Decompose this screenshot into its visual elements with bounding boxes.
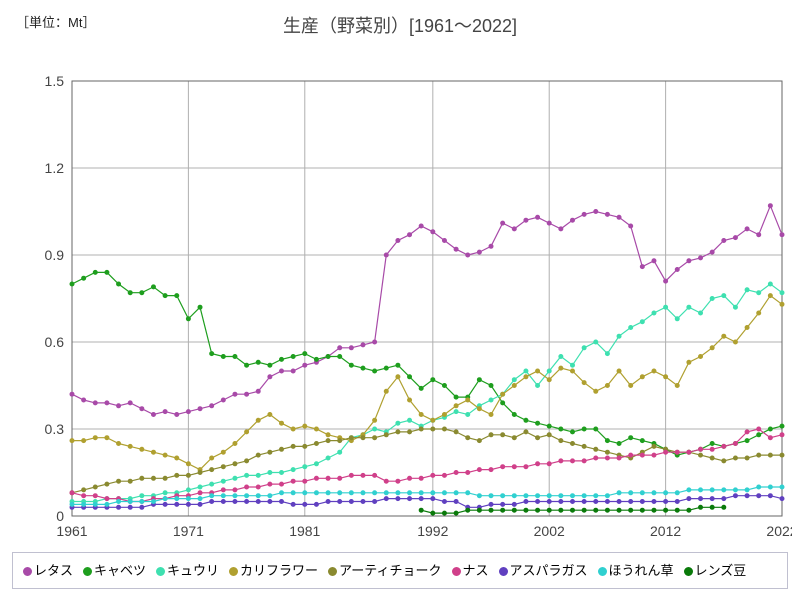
legend: レタス キャベツ キュウリ カリフラワー アーティチョーク ナス アスパラガス ほうれん草 レン… — [12, 552, 788, 589]
svg-text:2022: 2022 — [766, 523, 792, 539]
legend-item: カリフラワー — [229, 559, 318, 582]
legend-marker-icon — [684, 567, 693, 576]
legend-marker-icon — [23, 567, 32, 576]
legend-label: ナス — [463, 563, 489, 578]
legend-marker-icon — [229, 567, 238, 576]
legend-label: キュウリ — [167, 563, 219, 578]
legend-label: レタス — [34, 563, 73, 578]
legend-label: アーティチョーク — [339, 563, 441, 578]
svg-text:0.6: 0.6 — [45, 334, 65, 350]
svg-text:1.5: 1.5 — [45, 73, 65, 89]
svg-text:1971: 1971 — [173, 523, 204, 539]
legend-marker-icon — [328, 567, 337, 576]
svg-text:1.2: 1.2 — [45, 160, 65, 176]
legend-label: カリフラワー — [240, 563, 318, 578]
legend-item: ほうれん草 — [598, 559, 674, 582]
legend-item: キュウリ — [156, 559, 219, 582]
legend-marker-icon — [156, 567, 165, 576]
svg-text:0: 0 — [56, 508, 64, 524]
legend-item: レンズ豆 — [684, 559, 747, 582]
chart-container: ［単位：Mt］ 生産（野菜別）[1961～2022] 0 0.3 0.6 0.9 1.2… — [12, 12, 788, 589]
svg-text:2002: 2002 — [534, 523, 565, 539]
svg-text:0.3: 0.3 — [45, 421, 65, 437]
svg-text:1961: 1961 — [56, 523, 87, 539]
svg-text:2012: 2012 — [650, 523, 681, 539]
legend-label: キャベツ — [94, 563, 146, 578]
legend-item: レタス — [23, 559, 73, 582]
svg-text:1992: 1992 — [417, 523, 448, 539]
legend-label: レンズ豆 — [695, 563, 747, 578]
svg-text:0.9: 0.9 — [45, 247, 65, 263]
unit-label: ［単位：Mt］ — [16, 12, 95, 31]
legend-label: ほうれん草 — [609, 563, 674, 578]
line-chart: 0 0.3 0.6 0.9 1.2 1.5 1961 1971 1981 1992 2002 2012… — [12, 46, 792, 546]
legend-marker-icon — [83, 567, 92, 576]
legend-item: キャベツ — [83, 559, 146, 582]
legend-marker-icon — [598, 567, 607, 576]
legend-marker-icon — [452, 567, 461, 576]
legend-item: アーティチョーク — [328, 559, 441, 582]
legend-label: アスパラガス — [510, 563, 588, 578]
legend-marker-icon — [499, 567, 508, 576]
legend-item: ナス — [452, 559, 489, 582]
chart-title: 生産（野菜別）[1961～2022] — [12, 12, 788, 38]
svg-text:1981: 1981 — [289, 523, 320, 539]
legend-item: アスパラガス — [499, 559, 588, 582]
